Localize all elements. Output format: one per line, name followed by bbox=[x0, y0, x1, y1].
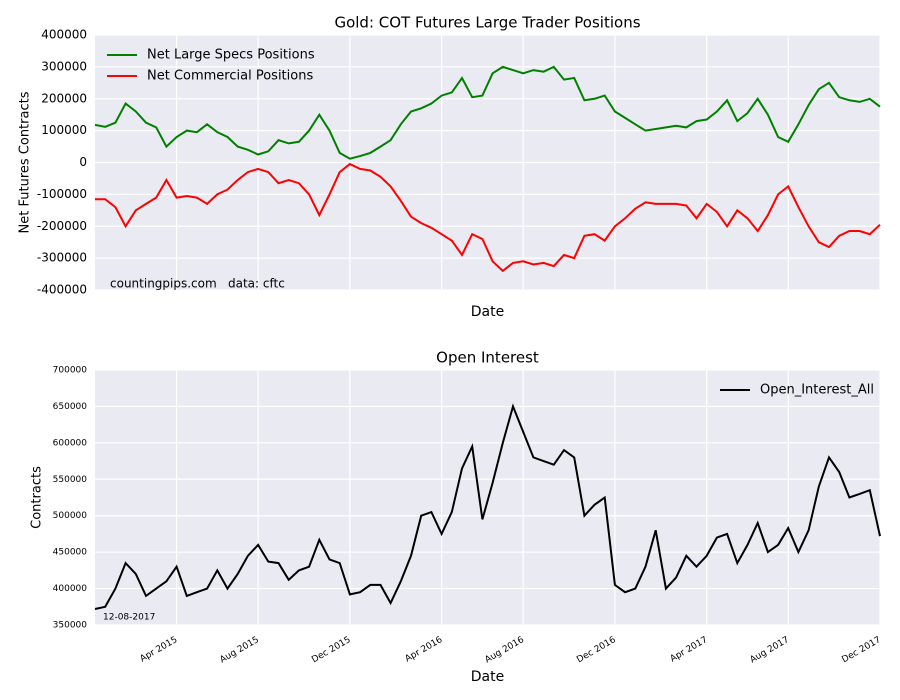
x-tick-label: Aug 2016 bbox=[483, 635, 526, 665]
y-tick-label: 400000 bbox=[41, 28, 87, 42]
y-tick-label: 550000 bbox=[53, 475, 88, 485]
y-tick-label: 300000 bbox=[41, 59, 87, 73]
annotation: countingpips.com bbox=[110, 277, 217, 291]
y-tick-label: 450000 bbox=[53, 548, 88, 558]
y-tick-label: 600000 bbox=[53, 438, 88, 448]
series-line bbox=[94, 65, 881, 160]
y-tick-label: 700000 bbox=[53, 366, 88, 376]
y-tick-label: 100000 bbox=[41, 123, 87, 137]
y-tick-label: 200000 bbox=[41, 91, 87, 105]
x-tick-label: Apr 2015 bbox=[139, 635, 180, 664]
x-axis-label: Date bbox=[471, 304, 504, 320]
chart-title: Gold: COT Futures Large Trader Positions bbox=[334, 14, 640, 32]
x-tick-label: Apr 2017 bbox=[669, 635, 710, 664]
x-tick-label: Dec 2015 bbox=[310, 635, 352, 665]
y-tick-label: -200000 bbox=[37, 219, 87, 233]
y-tick-label: 500000 bbox=[53, 511, 88, 521]
legend-label: Open_Interest_All bbox=[760, 383, 874, 398]
x-axis-label: Date bbox=[471, 669, 504, 685]
y-tick-label: 650000 bbox=[53, 402, 88, 412]
annotation: 12-08-2017 bbox=[103, 613, 155, 623]
x-tick-label: Aug 2017 bbox=[748, 635, 791, 665]
x-tick-label: Dec 2017 bbox=[840, 635, 882, 665]
series-line bbox=[94, 403, 881, 610]
x-tick-label: Apr 2016 bbox=[404, 635, 445, 664]
y-tick-label: -400000 bbox=[37, 283, 87, 297]
y-tick-label: 350000 bbox=[53, 621, 88, 631]
y-axis-label: Net Futures Contracts bbox=[18, 91, 33, 233]
y-tick-label: 0 bbox=[79, 155, 87, 169]
x-tick-label: Dec 2016 bbox=[575, 635, 618, 665]
y-tick-label: 400000 bbox=[53, 584, 88, 594]
legend-label: Net Commercial Positions bbox=[147, 69, 313, 84]
y-axis-label: Contracts bbox=[30, 466, 45, 529]
legend-label: Net Large Specs Positions bbox=[147, 48, 315, 63]
y-tick-label: -300000 bbox=[37, 251, 87, 265]
annotation: data: cftc bbox=[228, 277, 285, 291]
chart-title: Open Interest bbox=[436, 349, 539, 367]
x-tick-label: Aug 2015 bbox=[218, 635, 261, 665]
series-line bbox=[95, 162, 881, 273]
y-tick-label: -100000 bbox=[37, 187, 87, 201]
